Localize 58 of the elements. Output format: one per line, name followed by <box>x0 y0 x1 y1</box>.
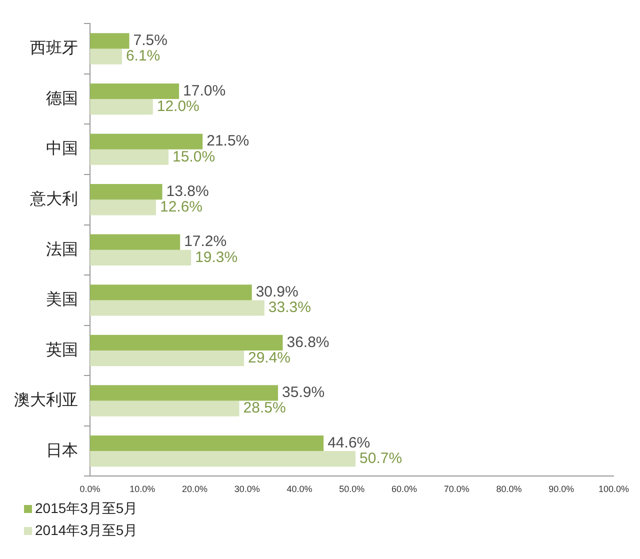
bar <box>90 234 180 250</box>
data-label: 17.2% <box>184 233 227 250</box>
y-tick-label: 法国 <box>46 240 78 258</box>
data-label: 28.5% <box>243 400 286 417</box>
data-label: 21.5% <box>206 132 250 150</box>
x-tick-label: 50.0% <box>339 484 365 494</box>
y-tick-label: 西班牙 <box>30 39 78 58</box>
x-tick-label: 40.0% <box>286 484 312 494</box>
data-label: 44.6% <box>328 434 370 452</box>
bar <box>90 284 252 300</box>
bar <box>90 400 240 416</box>
x-tick-label: 10.0% <box>130 484 156 494</box>
x-tick-label: 90.0% <box>548 484 574 494</box>
y-tick-label: 中国 <box>46 140 78 158</box>
y-tick-label: 德国 <box>46 90 78 108</box>
data-label: 29.4% <box>248 349 291 366</box>
bar <box>90 33 130 49</box>
bar <box>90 99 153 115</box>
data-label: 19.3% <box>195 248 238 266</box>
bar <box>90 200 156 216</box>
legend-label: 2015年3月至5月 <box>35 500 138 518</box>
y-tick-label: 日本 <box>46 441 78 460</box>
x-tick-label: 0.0% <box>80 484 100 494</box>
bar <box>90 134 203 150</box>
bar <box>90 334 283 350</box>
x-tick-label: 30.0% <box>234 484 260 494</box>
y-tick-label: 澳大利亚 <box>14 391 78 410</box>
data-label: 15.0% <box>172 148 216 166</box>
legend-label: 2014年3月至5月 <box>35 522 138 540</box>
data-label: 7.5% <box>133 32 168 50</box>
bar <box>90 250 192 266</box>
data-label: 50.7% <box>360 450 402 467</box>
data-label: 12.0% <box>156 98 200 115</box>
bar <box>90 451 356 467</box>
bar <box>90 350 244 366</box>
data-label: 6.1% <box>126 48 160 65</box>
bar <box>90 435 324 452</box>
data-label: 36.8% <box>286 334 330 351</box>
y-tick-label: 意大利 <box>29 190 78 208</box>
bar <box>90 83 180 100</box>
bar <box>90 184 162 200</box>
x-tick-label: 20.0% <box>182 484 208 494</box>
bar <box>90 48 122 64</box>
bar <box>90 300 264 316</box>
y-tick-label: 美国 <box>46 290 78 309</box>
bar <box>90 149 169 165</box>
data-label: 35.9% <box>282 384 325 402</box>
data-label: 33.3% <box>268 299 311 316</box>
x-tick-label: 80.0% <box>496 484 522 494</box>
x-tick-label: 60.0% <box>391 484 418 494</box>
data-label: 12.6% <box>160 198 203 216</box>
bar <box>90 385 278 401</box>
y-tick-label: 英国 <box>46 340 78 359</box>
data-label: 17.0% <box>183 82 226 100</box>
x-tick-label: 70.0% <box>444 484 470 494</box>
data-label: 30.9% <box>256 284 298 301</box>
x-tick-label: 100.0% <box>598 484 630 494</box>
data-label: 13.8% <box>166 182 209 200</box>
